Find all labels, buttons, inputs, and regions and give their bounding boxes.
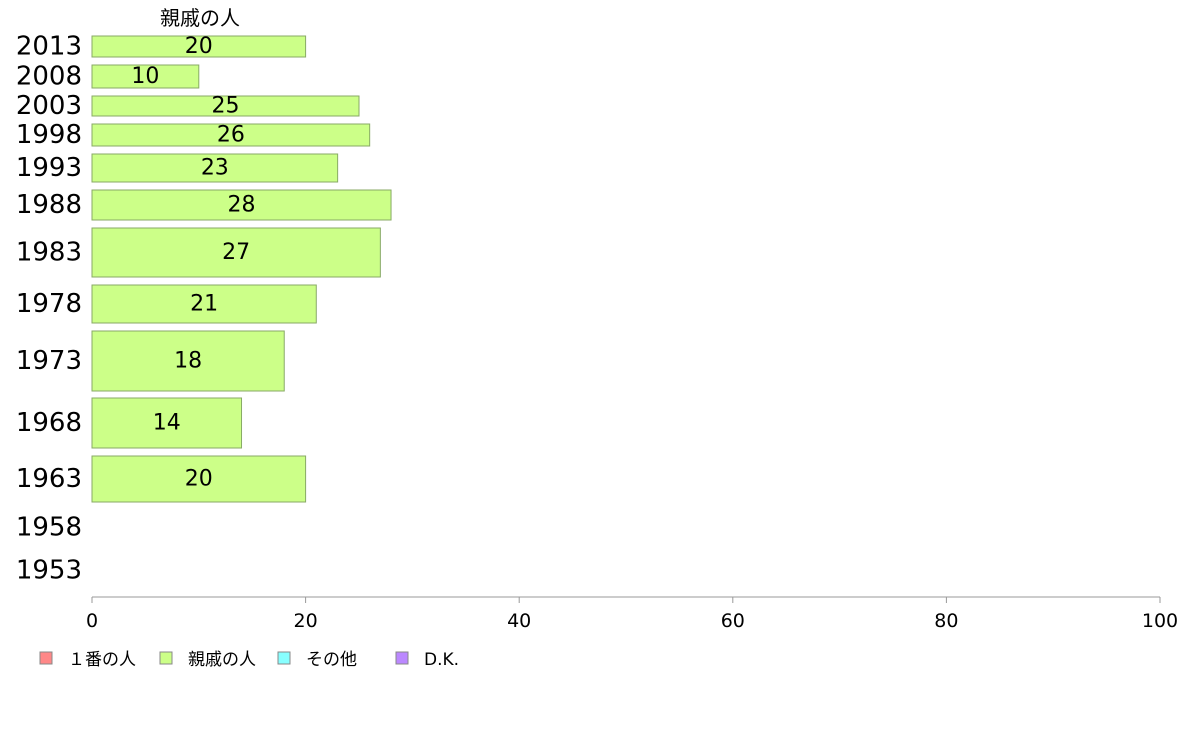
x-axis-ticks: 0 20 40 60 80 100 <box>86 597 1178 632</box>
legend-label-0: １番の人 <box>68 650 136 670</box>
bars-group: 20 10 25 26 23 28 27 21 18 14 20 <box>91 34 392 503</box>
bar-value-label-1993: 23 <box>201 156 229 181</box>
bar-value-label-2013: 20 <box>185 34 213 59</box>
y-tick-label-2013: 2013 <box>16 32 82 62</box>
y-tick-label-1983: 1983 <box>16 238 82 268</box>
bar-value-label-1978: 21 <box>190 292 218 317</box>
y-tick-label-2008: 2008 <box>16 62 82 92</box>
x-tick-label-100: 100 <box>1142 610 1178 632</box>
y-tick-label-1958: 1958 <box>16 513 82 543</box>
bar-1993 <box>91 153 339 183</box>
bar-1998 <box>91 123 371 147</box>
bar-2013 <box>91 35 307 58</box>
x-tick-label-20: 20 <box>294 610 318 632</box>
bar-value-label-1968: 14 <box>153 411 181 436</box>
legend-swatch-2 <box>277 651 291 665</box>
x-tick-label-80: 80 <box>934 610 958 632</box>
legend-swatch-0 <box>39 651 53 665</box>
y-tick-label-1978: 1978 <box>16 289 82 319</box>
bar-value-label-2003: 25 <box>212 94 240 119</box>
y-tick-label-2003: 2003 <box>16 91 82 121</box>
y-tick-label-1973: 1973 <box>16 346 82 376</box>
y-tick-label-1993: 1993 <box>16 153 82 183</box>
bar-value-label-1973: 18 <box>174 349 202 374</box>
bar-1988 <box>91 189 392 221</box>
y-tick-label-1953: 1953 <box>16 556 82 586</box>
bar-1963 <box>91 455 307 503</box>
bar-2003 <box>91 95 360 117</box>
bar-1968 <box>91 397 243 449</box>
x-tick-label-0: 0 <box>86 610 98 632</box>
y-tick-label-1968: 1968 <box>16 408 82 438</box>
bar-value-label-1998: 26 <box>217 123 245 148</box>
x-tick-label-60: 60 <box>721 610 745 632</box>
bar-1983 <box>91 227 381 278</box>
bar-value-label-2008: 10 <box>131 64 159 89</box>
legend-swatch-1 <box>159 651 173 665</box>
legend-label-2: その他 <box>306 650 357 670</box>
bar-1973 <box>91 330 285 392</box>
chart-title: 親戚の人 <box>160 6 240 30</box>
legend-label-3: D.K. <box>424 650 459 670</box>
legend: １番の人 親戚の人 その他 D.K. <box>39 650 459 670</box>
legend-label-1: 親戚の人 <box>188 650 256 670</box>
y-tick-label-1988: 1988 <box>16 190 82 220</box>
bar-value-label-1983: 27 <box>222 240 250 265</box>
bar-value-label-1988: 28 <box>228 193 256 218</box>
bar-2008 <box>91 64 200 89</box>
x-tick-label-40: 40 <box>507 610 531 632</box>
bar-1978 <box>91 284 317 324</box>
bar-value-label-1963: 20 <box>185 467 213 492</box>
legend-swatch-3 <box>395 651 409 665</box>
y-tick-label-1998: 1998 <box>16 120 82 150</box>
y-tick-label-1963: 1963 <box>16 464 82 494</box>
